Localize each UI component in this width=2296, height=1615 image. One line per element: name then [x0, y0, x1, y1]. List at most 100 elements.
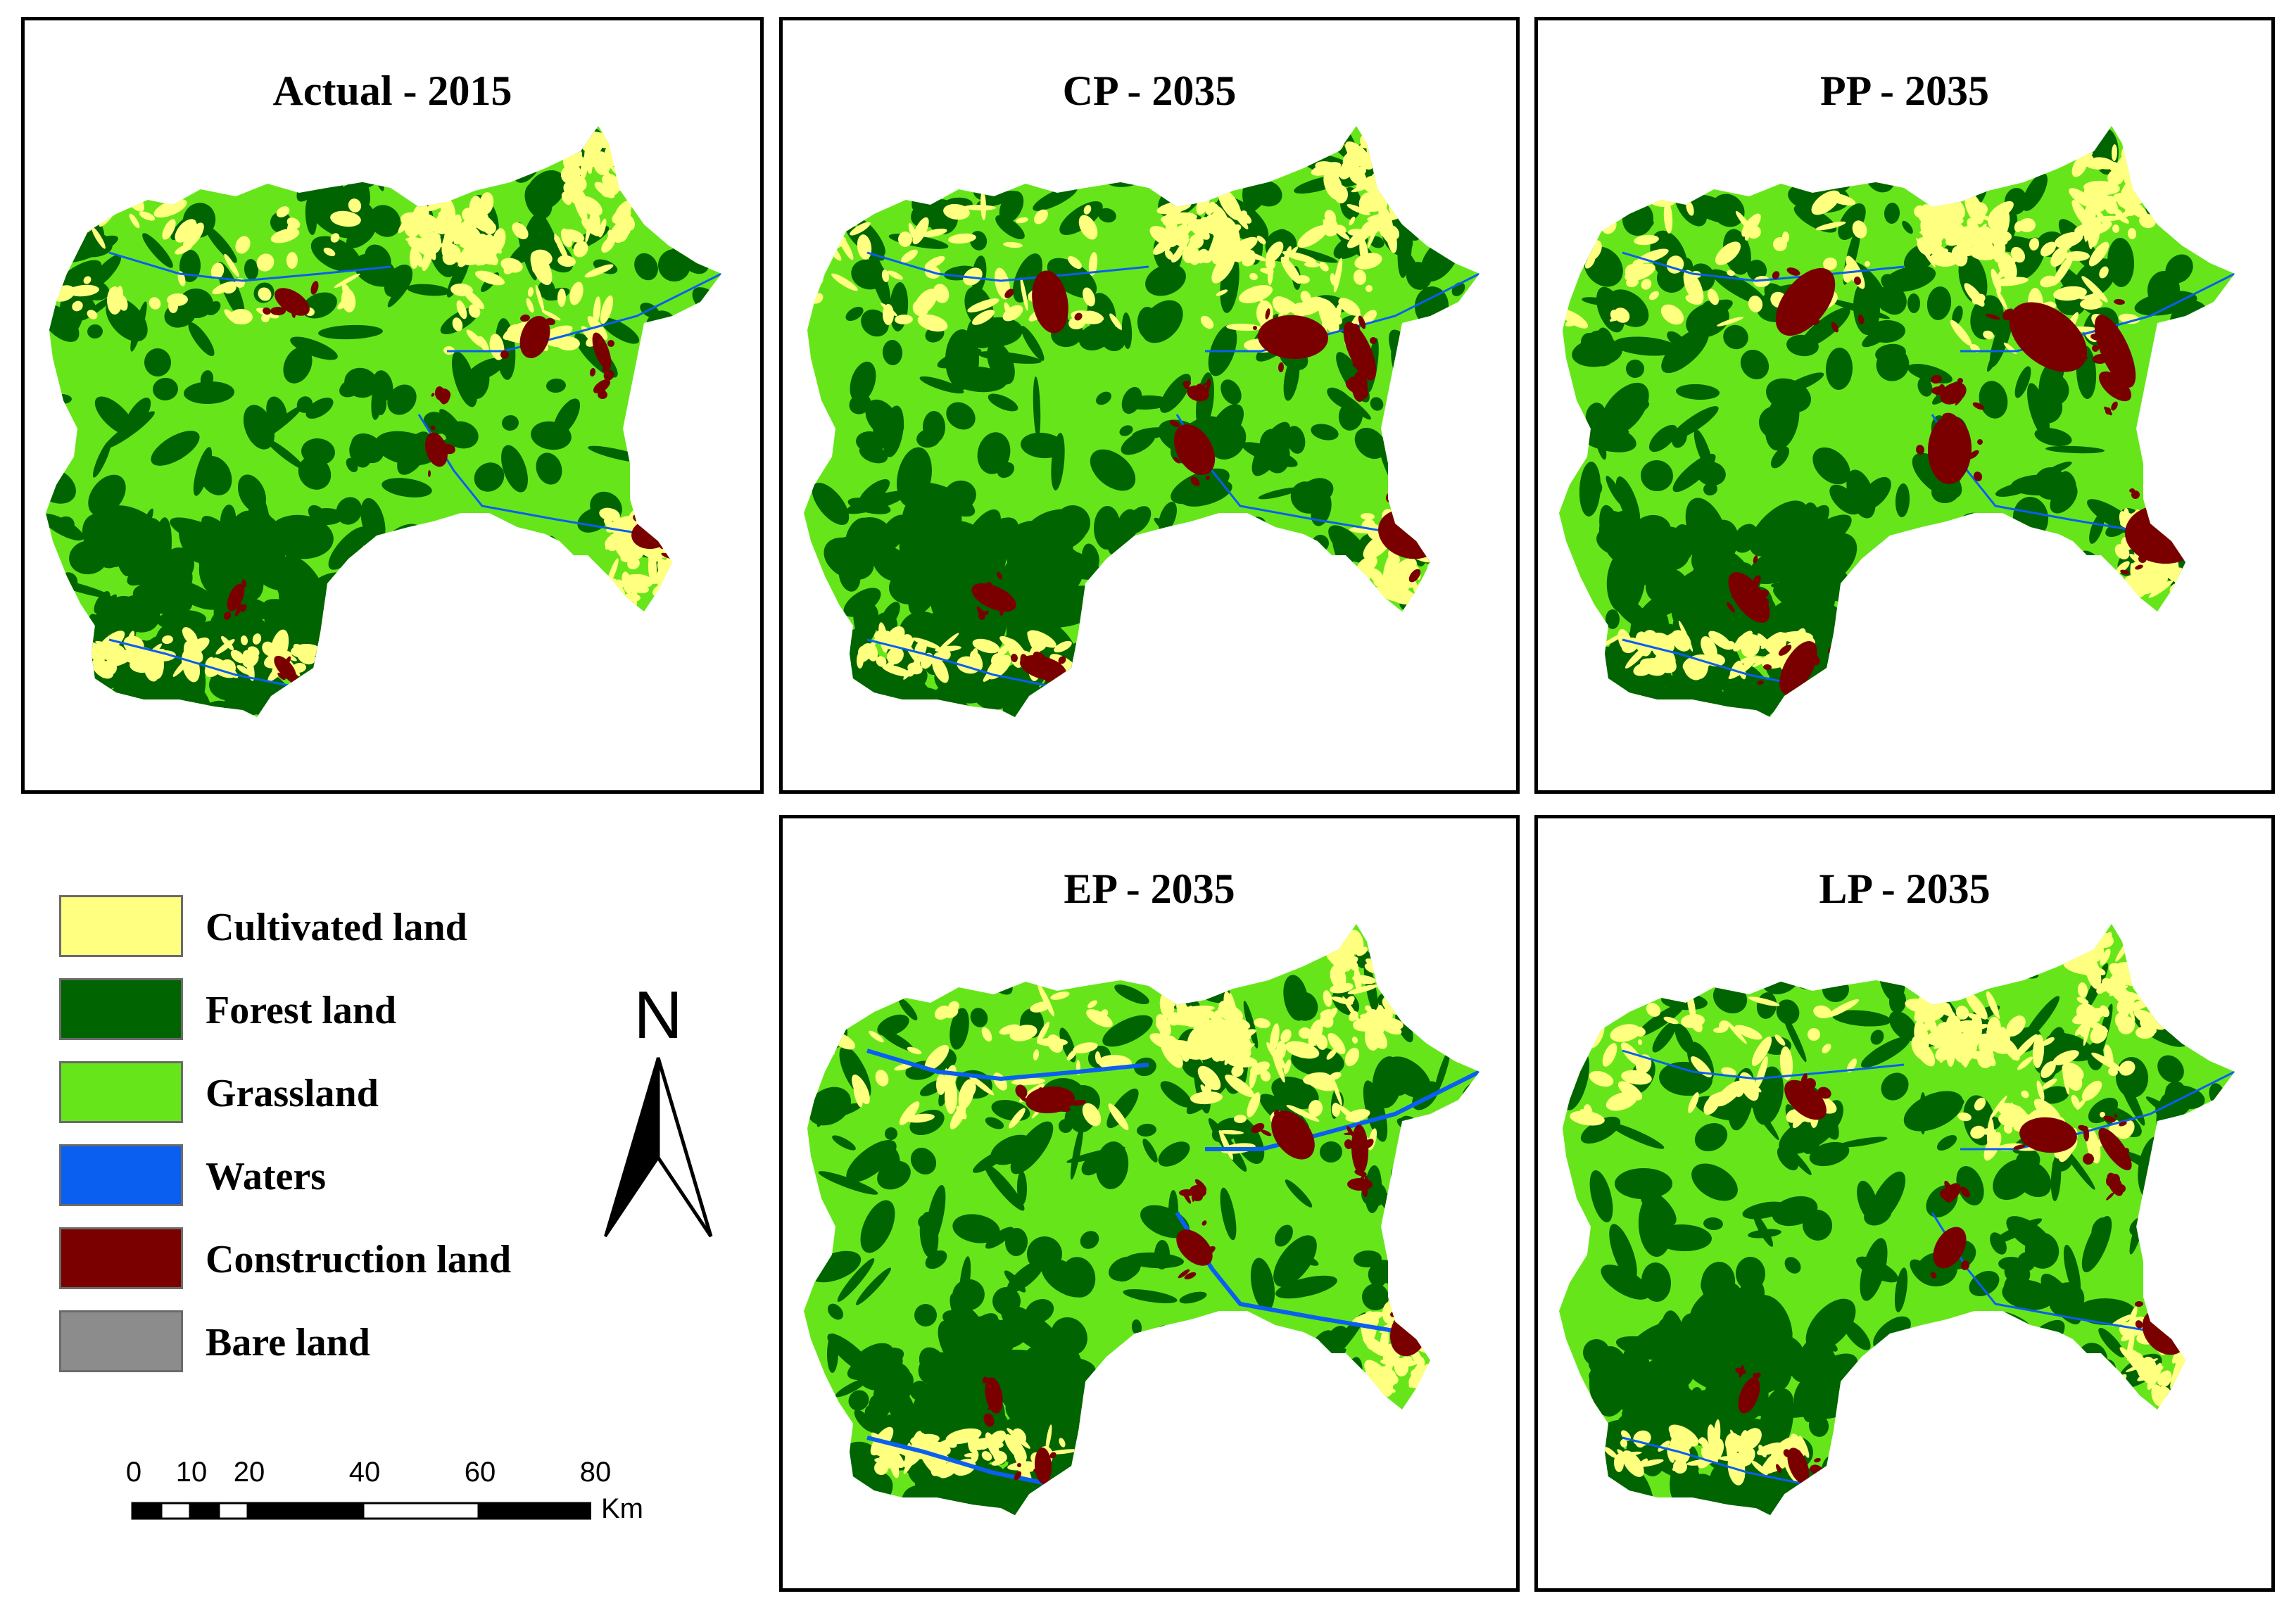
cultivated-patch — [1698, 1437, 1707, 1445]
forest-patch — [1584, 330, 1617, 367]
cultivated-patch — [1254, 1018, 1270, 1029]
cultivated-patch — [1412, 1312, 1422, 1324]
forest-patch — [2178, 401, 2205, 433]
forest-patch — [1271, 1076, 1319, 1110]
cultivated-patch — [1109, 313, 1122, 330]
construction-patch — [1807, 316, 1819, 326]
construction-patch — [1915, 445, 1925, 455]
forest-patch — [1392, 924, 1416, 947]
construction-patch — [988, 1414, 994, 1426]
forest-patch — [977, 432, 1011, 474]
cultivated-patch — [2114, 1013, 2127, 1028]
forest-patch — [1156, 1445, 1188, 1475]
cultivated-patch — [1370, 146, 1384, 154]
forest-patch — [1424, 602, 1444, 624]
forest-patch — [51, 156, 85, 188]
cultivated-patch — [1353, 1020, 1367, 1031]
map-panel-pp-2035: PP - 2035 — [1534, 17, 2275, 794]
cultivated-patch — [270, 228, 300, 243]
cultivated-patch — [1727, 270, 1735, 277]
cultivated-patch — [1633, 1026, 1646, 1037]
scale-bar: 0 10 20 40 60 80 Km — [113, 1457, 676, 1541]
construction-patch — [592, 332, 612, 370]
cultivated-patch — [175, 219, 197, 243]
forest-patch — [1165, 171, 1192, 199]
cultivated-patch — [2052, 1050, 2079, 1065]
cultivated-patch — [1182, 1006, 1197, 1027]
forest-patch — [1910, 1259, 1935, 1286]
forest-patch — [872, 410, 904, 443]
forest-patch — [2203, 1258, 2228, 1290]
cultivated-patch — [881, 270, 890, 282]
cultivated-patch — [1683, 270, 1704, 305]
forest-patch — [2222, 1345, 2235, 1363]
cultivated-patch — [2141, 137, 2152, 146]
construction-patch — [1775, 267, 1836, 336]
forest-patch — [1576, 1010, 1601, 1032]
cultivated-patch — [1339, 947, 1354, 963]
construction-patch — [1955, 396, 1963, 406]
forest-patch — [1104, 652, 1114, 702]
cultivated-patch — [2032, 1034, 2045, 1068]
cultivated-patch — [477, 213, 496, 228]
cultivated-patch — [1016, 217, 1028, 224]
forest-patch — [860, 1200, 895, 1253]
cultivated-patch — [1408, 1379, 1417, 1388]
cultivated-patch — [660, 514, 679, 533]
cultivated-patch — [1371, 1338, 1392, 1360]
cultivated-patch — [1380, 1337, 1387, 1344]
cultivated-patch — [1744, 234, 1750, 241]
forest-patch — [184, 381, 234, 405]
cultivated-patch — [1950, 1020, 1959, 1029]
forest-patch — [1104, 1455, 1137, 1485]
cultivated-patch — [1572, 985, 1602, 1008]
cultivated-patch — [182, 627, 198, 645]
forest-patch — [1641, 460, 1673, 492]
cultivated-patch — [1634, 234, 1659, 246]
north-arrow-icon — [604, 1057, 713, 1238]
cultivated-patch — [1059, 1438, 1066, 1448]
cultivated-patch — [183, 222, 204, 249]
forest-patch — [344, 654, 368, 670]
forest-patch — [2045, 445, 2105, 454]
forest-patch — [387, 384, 417, 415]
cultivated-patch — [1930, 251, 1958, 267]
construction-patch — [1045, 674, 1052, 683]
cultivated-patch — [1987, 217, 2004, 235]
forest-patch — [1311, 424, 1339, 441]
forest-patch — [1362, 1284, 1389, 1310]
forest-patch — [1413, 669, 1462, 717]
forest-patch — [1837, 1136, 1888, 1148]
forest-patch — [2216, 1028, 2235, 1062]
forest-patch — [1131, 1319, 1142, 1335]
construction-patch — [2105, 407, 2112, 414]
construction-patch — [1194, 1179, 1207, 1191]
forest-patch — [2038, 1494, 2067, 1515]
forest-patch — [999, 191, 1024, 223]
forest-patch — [670, 392, 686, 409]
cultivated-patch — [605, 533, 614, 550]
forest-patch — [1423, 1437, 1445, 1451]
forest-patch — [1424, 924, 1451, 949]
cultivated-patch — [2126, 930, 2136, 966]
forest-patch — [75, 695, 119, 717]
forest-patch — [1884, 203, 1900, 224]
cultivated-patch — [181, 649, 201, 683]
forest-patch — [1829, 130, 1882, 153]
cultivated-patch — [105, 649, 137, 667]
construction-patch — [1787, 1448, 1810, 1484]
forest-patch — [1085, 1468, 1106, 1505]
cultivated-patch — [2133, 946, 2149, 953]
forest-patch — [179, 288, 213, 319]
forest-patch — [549, 566, 573, 590]
construction-patch — [1053, 299, 1060, 310]
cultivated-patch — [2074, 222, 2107, 236]
forest-patch — [1903, 1091, 1964, 1132]
construction-patch — [2090, 333, 2105, 341]
cultivated-patch — [1200, 315, 1214, 329]
forest-patch — [531, 421, 572, 450]
construction-patch — [1369, 337, 1377, 344]
forest-patch — [1701, 1272, 1722, 1296]
forest-patch — [301, 438, 335, 466]
cultivated-patch — [1646, 1003, 1661, 1017]
